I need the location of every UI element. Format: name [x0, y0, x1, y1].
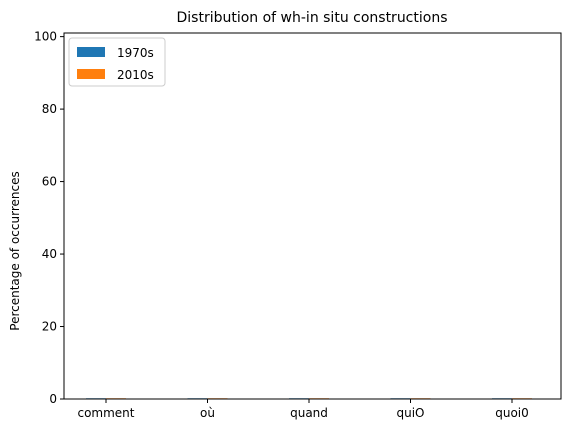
axes-frame — [63, 32, 562, 400]
y-axis-label: Percentage of occurrences — [8, 171, 22, 330]
legend-swatch-2010s — [77, 69, 105, 79]
y-tick-label: 0 — [49, 392, 57, 406]
chart-title: Distribution of wh-in situ constructions — [176, 10, 447, 26]
y-tick-label: 60 — [42, 175, 57, 189]
x-tick-label: quiO — [396, 406, 424, 420]
y-tick-label: 40 — [42, 247, 57, 261]
legend-swatch-1970s — [77, 47, 105, 57]
x-tick-label: comment — [77, 406, 134, 420]
y-tick-label: 20 — [42, 320, 57, 334]
y-tick-label: 80 — [42, 102, 57, 116]
legend-label-1970s: 1970s — [117, 46, 154, 60]
legend-label-2010s: 2010s — [117, 68, 154, 82]
legend: 1970s 2010s — [68, 37, 166, 87]
x-tick-label: quand — [290, 406, 328, 420]
x-tick-label: quoi0 — [495, 406, 529, 420]
x-tick-label: où — [200, 406, 215, 420]
plot-area: 0 20 40 60 80 100 comment où quand quiO quoi0 — [34, 30, 532, 420]
y-tick-label: 100 — [34, 30, 57, 44]
